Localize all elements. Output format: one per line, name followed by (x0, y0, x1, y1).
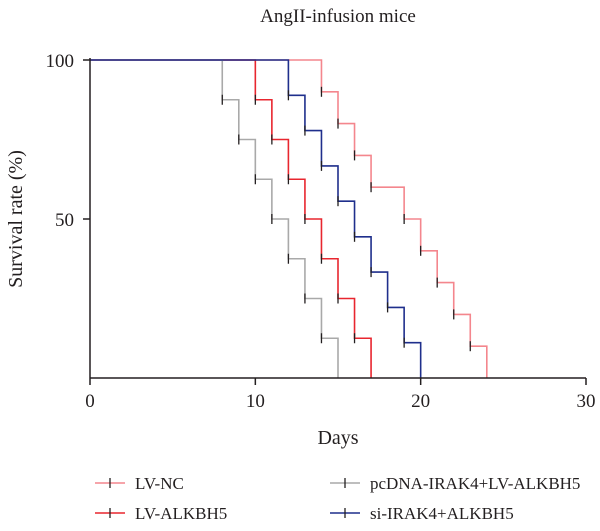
legend-label-1: LV-ALKBH5 (135, 504, 227, 523)
legend-label-3: si-IRAK4+ALKBH5 (370, 504, 514, 523)
series-line-1 (90, 59, 372, 378)
x-tick-label: 0 (85, 391, 95, 412)
series-line-2 (90, 59, 339, 378)
series-layer (90, 59, 488, 378)
legend: LV-NC LV-ALKBH5 pcDNA-IRAK4+LV-ALKBH5 si-IR… (95, 474, 580, 523)
y-axis-label: Survival rate (%) (5, 150, 27, 288)
y-tick-label: 50 (55, 210, 74, 231)
axes-layer: 0 10 20 30 50 100 (46, 51, 596, 412)
x-axis-label: Days (317, 427, 358, 449)
chart-title: AngII-infusion mice (260, 6, 416, 27)
x-tick-label: 30 (577, 391, 596, 412)
legend-label-2: pcDNA-IRAK4+LV-ALKBH5 (370, 474, 580, 493)
legend-label-0: LV-NC (135, 474, 184, 493)
x-tick-label: 10 (246, 391, 265, 412)
y-tick-label: 100 (46, 51, 75, 72)
x-tick-label: 20 (411, 391, 430, 412)
series-line-3 (90, 59, 422, 378)
